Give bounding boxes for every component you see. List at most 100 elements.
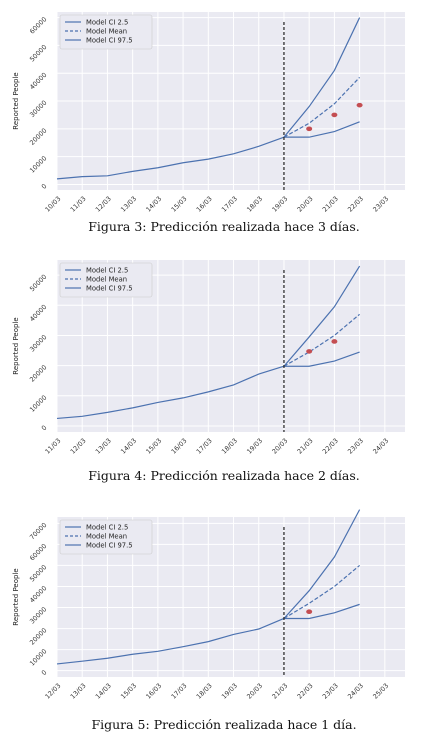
x-tick-label: 19/03: [245, 437, 264, 456]
x-tick-label: 19/03: [270, 195, 289, 214]
figure-3: 0 10000 20000 30000 40000 50000 60000 10/03 11/0…: [0, 0, 448, 245]
y-tick-label: 70000: [28, 521, 48, 541]
y-tick-label: 30000: [28, 333, 48, 353]
x-tick-label: 13/03: [119, 195, 138, 214]
x-tick-label: 16/03: [144, 682, 163, 701]
x-tick-label: 11/03: [44, 437, 63, 456]
y-tick-label: 0: [40, 182, 49, 191]
x-tick-label: 24/03: [371, 437, 390, 456]
x-tick-label: 16/03: [195, 195, 214, 214]
x-tick-label: 16/03: [170, 437, 189, 456]
x-tick-label: 21/03: [321, 195, 340, 214]
series-line-model-ci-97-5: [283, 17, 361, 138]
x-tick-label: 24/03: [346, 682, 365, 701]
series-line-model-ci-2-5: [283, 121, 360, 138]
observed-point: [331, 112, 338, 118]
legend-label: Model CI 97.5: [86, 37, 133, 45]
observed-point: [356, 102, 363, 108]
x-tick-label: 23/03: [371, 195, 390, 214]
x-tick-label: 19/03: [220, 682, 239, 701]
legend-label: Model Mean: [86, 533, 127, 541]
legend-box: [59, 14, 153, 50]
series-line-model-ci-2-5: [283, 603, 360, 620]
observed-point: [306, 349, 313, 354]
figure-4: 0 10000 20000 30000 40000 50000 11/03 12/03 13/0…: [0, 252, 448, 497]
x-tick-label: 13/03: [69, 682, 88, 701]
legend-label: Model CI 2.5: [86, 19, 128, 27]
legend-label: Model CI 97.5: [86, 285, 133, 293]
observed-point: [306, 126, 313, 132]
x-tick-label: 10/03: [44, 195, 63, 214]
y-tick-label: 50000: [28, 273, 48, 293]
y-tick-label: 40000: [28, 303, 48, 323]
x-tick-label: 12/03: [44, 682, 63, 701]
x-tick-label: 18/03: [220, 437, 239, 456]
y-tick-label: 20000: [28, 127, 48, 147]
legend-box: [59, 262, 153, 298]
x-tick-label: 20/03: [245, 682, 264, 701]
legend-label: Model Mean: [86, 276, 127, 284]
y-tick-label: 10000: [28, 394, 48, 414]
y-tick-label: 10000: [28, 154, 48, 174]
figure-5: 0 10000 20000 30000 40000 50000 60000 70000 12/0…: [0, 505, 448, 755]
legend-label: Model CI 97.5: [86, 542, 133, 550]
y-tick-label: 10000: [28, 647, 48, 667]
x-tick-label: 17/03: [220, 195, 239, 214]
x-tick-label: 22/03: [321, 437, 340, 456]
x-tick-label: 21/03: [270, 682, 289, 701]
x-tick-label: 17/03: [170, 682, 189, 701]
series-history-line: [56, 136, 285, 180]
x-tick-label: 15/03: [170, 195, 189, 214]
x-tick-label: 17/03: [195, 437, 214, 456]
figure-3-caption: Figura 3: Predicción realizada hace 3 dí…: [88, 219, 360, 234]
x-tick-label: 14/03: [119, 437, 138, 456]
y-tick-label: 60000: [28, 542, 48, 562]
x-tick-label: 22/03: [346, 195, 365, 214]
y-axis-label: Reported People: [12, 317, 20, 374]
series-line-model-mean: [283, 313, 360, 367]
x-tick-label: 22/03: [296, 682, 315, 701]
series-line-model-ci-97-5: [283, 509, 361, 619]
series-line-model-mean: [283, 76, 361, 138]
figure-5-caption: Figura 5: Predicción realizada hace 1 dí…: [91, 717, 357, 732]
x-tick-label: 14/03: [94, 682, 113, 701]
x-tick-label: 18/03: [195, 682, 214, 701]
y-tick-label: 40000: [28, 584, 48, 604]
chart-figure-3: 0 10000 20000 30000 40000 50000 60000 10/03 11/0…: [12, 12, 405, 214]
y-axis-label: Reported People: [12, 568, 20, 625]
y-tick-label: 20000: [28, 626, 48, 646]
legend-label: Model CI 2.5: [86, 267, 128, 275]
observed-point: [306, 609, 313, 615]
x-tick-label: 20/03: [296, 195, 315, 214]
y-tick-label: 20000: [28, 363, 48, 383]
y-tick-label: 30000: [28, 605, 48, 625]
series-history-line: [56, 617, 285, 665]
x-tick-label: 20/03: [270, 437, 289, 456]
y-tick-label: 50000: [28, 563, 48, 583]
x-tick-label: 15/03: [119, 682, 138, 701]
y-tick-label: 50000: [28, 43, 48, 63]
series-history-line: [56, 365, 285, 420]
y-tick-label: 0: [40, 668, 49, 677]
y-tick-label: 30000: [28, 99, 48, 119]
legend-label: Model CI 2.5: [86, 524, 128, 532]
chart-figure-4: 0 10000 20000 30000 40000 50000 11/03 12/03 13/0…: [12, 260, 405, 456]
observed-point: [331, 339, 338, 344]
series-line-model-mean: [283, 564, 360, 619]
x-tick-label: 23/03: [346, 437, 365, 456]
y-tick-label: 60000: [28, 15, 48, 35]
x-tick-label: 12/03: [94, 195, 113, 214]
x-tick-label: 23/03: [321, 682, 340, 701]
x-tick-label: 13/03: [94, 437, 113, 456]
x-tick-label: 15/03: [144, 437, 163, 456]
figure-4-caption: Figura 4: Predicción realizada hace 2 dí…: [88, 468, 360, 483]
legend-box: [59, 519, 153, 555]
y-tick-label: 40000: [28, 71, 48, 91]
series-line-model-ci-2-5: [283, 351, 360, 367]
y-axis-label: Reported People: [12, 72, 20, 129]
legend-label: Model Mean: [86, 28, 127, 36]
